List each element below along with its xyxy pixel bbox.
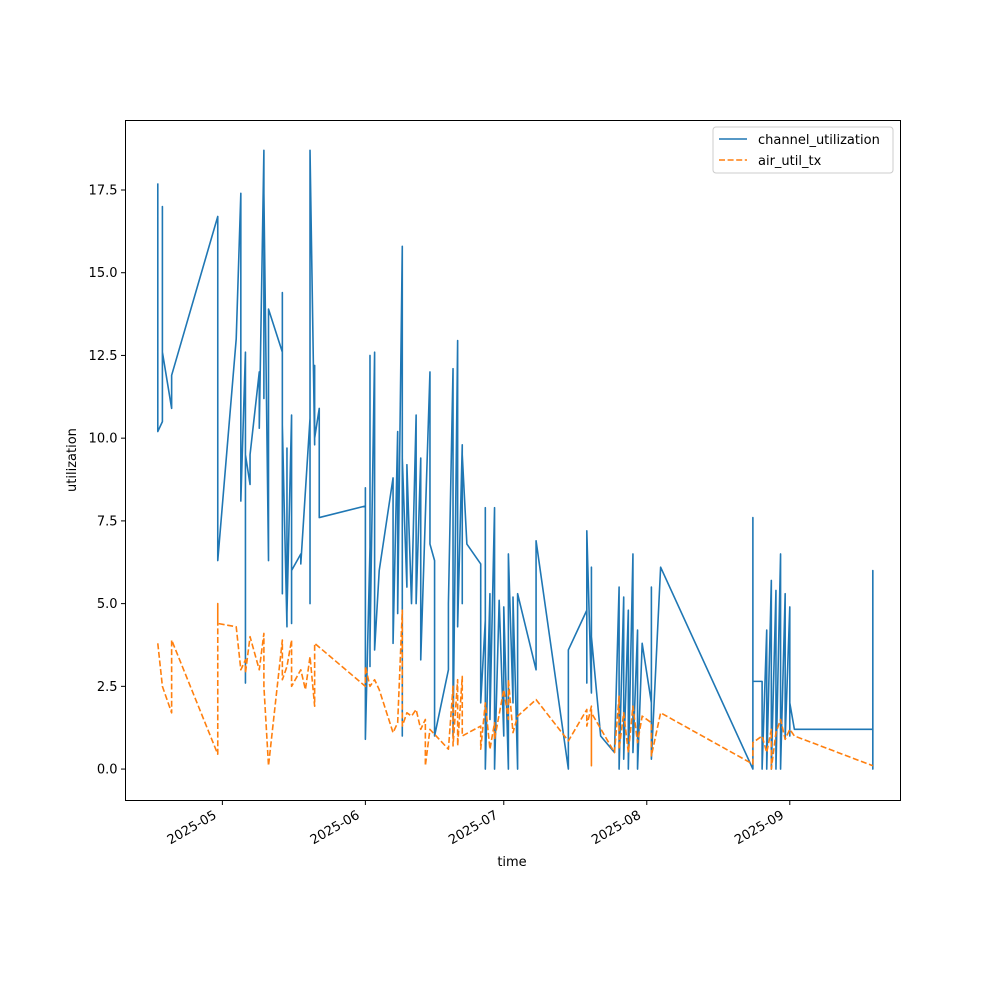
y-tick-label: 10.0 — [89, 432, 118, 447]
legend-label-channel-utilization: channel_utilization — [758, 133, 880, 148]
legend-label-air-util-tx: air_util_tx — [758, 154, 822, 169]
y-tick-label: 17.5 — [89, 183, 118, 198]
plot-frame — [125, 120, 901, 801]
y-tick-label: 5.0 — [97, 597, 118, 612]
y-tick-label: 7.5 — [97, 514, 118, 529]
y-axis-label: utilization — [65, 428, 80, 492]
y-tick-label: 12.5 — [89, 349, 118, 364]
y-axis-ticks: 0.0 2.5 5.0 7.5 10.0 12.5 15.0 17.5 — [89, 183, 126, 778]
x-axis-label: time — [497, 855, 526, 870]
legend: channel_utilization air_util_tx — [712, 126, 894, 174]
series-line-channel-utilization — [156, 149, 874, 770]
series-line-air-util-tx — [156, 602, 874, 770]
y-tick-label: 2.5 — [97, 680, 118, 695]
legend-box — [712, 126, 894, 174]
series-layer — [156, 149, 874, 770]
y-tick-label: 0.0 — [97, 763, 118, 778]
y-tick-label: 15.0 — [89, 266, 118, 281]
